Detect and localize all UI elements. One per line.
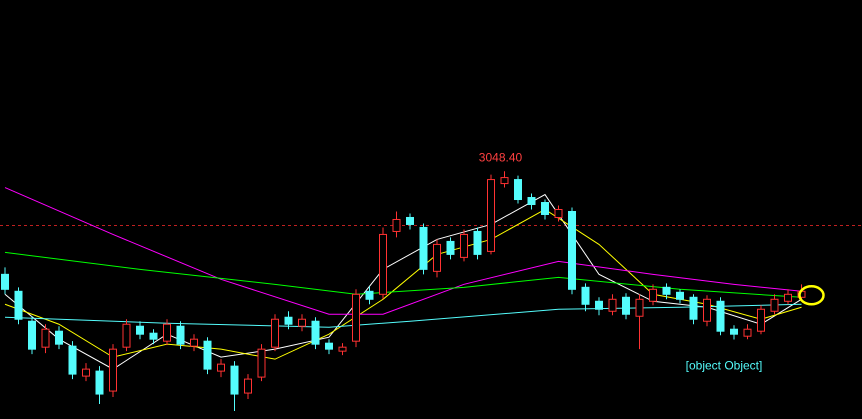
candle-body [770, 298, 779, 312]
candle-body [568, 210, 576, 290]
candle-body [581, 286, 590, 305]
candle-body [28, 320, 36, 350]
candle-body [662, 286, 671, 295]
candle-body [68, 345, 77, 375]
candle-body [55, 330, 63, 345]
candle-body [622, 296, 630, 315]
candle-body [122, 323, 131, 348]
average-line [4, 193, 802, 370]
average-line [4, 187, 802, 315]
candle-body [473, 230, 482, 255]
candle-body [527, 197, 536, 206]
candle-body [190, 338, 198, 347]
candle-body [635, 298, 644, 317]
candle-body [365, 290, 374, 300]
candle-body [595, 300, 603, 310]
candle-body [244, 378, 252, 394]
candle-body [730, 328, 738, 335]
candle-body [14, 290, 23, 320]
candle-body [608, 298, 617, 312]
candle-body [95, 370, 104, 395]
candle-body [676, 291, 684, 300]
candle-body [217, 363, 225, 372]
candle-body [41, 328, 50, 348]
candle-body [149, 332, 158, 340]
candle-body [271, 318, 279, 348]
candle-body [703, 298, 711, 322]
candle-body [446, 240, 455, 255]
candle-body [514, 179, 522, 201]
candle-body [176, 325, 185, 345]
candle-body [554, 209, 563, 218]
candle-body [784, 293, 792, 302]
candle-body [82, 368, 90, 377]
candle-body [541, 202, 549, 215]
candle-body [743, 328, 752, 337]
candle-body [716, 300, 725, 332]
high-label: 3048.40 [479, 150, 523, 164]
candle-body [487, 179, 495, 252]
candle-body [109, 348, 117, 392]
candle-body [325, 342, 333, 350]
candle-body [689, 296, 698, 320]
candle-body [419, 226, 428, 270]
highlight-ring [798, 285, 825, 306]
candle-body [298, 318, 306, 327]
candle-body [163, 323, 171, 342]
candle-body [352, 293, 360, 342]
low-label: [object Object] [686, 359, 763, 373]
candle-body [284, 316, 293, 325]
candle-body [392, 218, 401, 232]
candle-body [406, 216, 414, 225]
candle-body [136, 325, 144, 335]
candle-body [1, 273, 9, 290]
candle-body [500, 177, 509, 185]
candle-body [203, 340, 212, 370]
candle-body [257, 348, 266, 378]
candle-body [311, 320, 320, 345]
candle-body [230, 365, 239, 395]
candle-body [649, 288, 657, 302]
candle-body [379, 233, 387, 295]
average-line [4, 251, 802, 298]
candle-body [757, 308, 765, 332]
candle-body [433, 243, 441, 272]
candle-body [460, 233, 468, 258]
candle-body [338, 346, 347, 352]
